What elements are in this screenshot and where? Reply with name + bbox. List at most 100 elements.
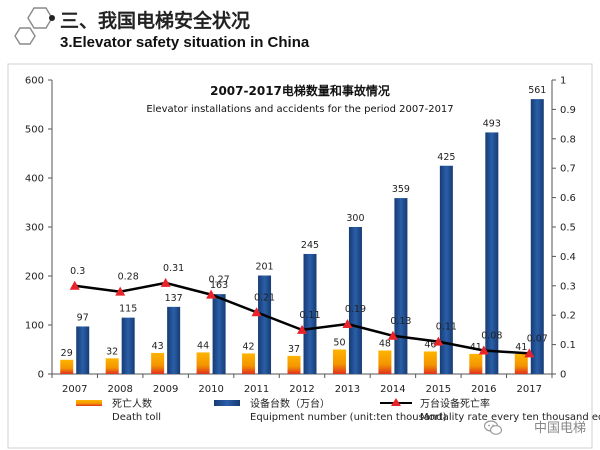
legend-label-mortality: 万台设备死亡率 [420,397,490,410]
y-tick-label-right: 0.6 [560,193,576,204]
death-toll-label: 42 [242,341,254,352]
x-tick-label: 2007 [62,384,87,395]
equipment-label: 300 [346,213,364,224]
death-toll-bar [423,351,437,374]
x-tick-label: 2010 [198,384,223,395]
death-toll-bar [151,352,165,374]
section-title: 三、我国电梯安全状况 [60,11,251,32]
mortality-label: 0.19 [345,304,366,315]
mortality-point [342,319,353,329]
equipment-label: 97 [77,312,89,323]
mortality-point [69,280,80,290]
death-toll-label: 44 [197,340,209,351]
mortality-point [478,345,489,355]
equipment-label: 561 [528,85,546,96]
mortality-point [160,277,171,287]
axes: 0 100 200 300 400 500 600 0 0.1 0.2 0.3 0.4 0.5 0.6 0.… [25,76,576,396]
y-tick-label-right: 0.4 [560,252,576,263]
mortality-label: 0.21 [254,292,275,303]
y-tick-label-left: 600 [25,76,44,87]
death-toll-bar [105,358,119,374]
equipment-bar [530,99,544,375]
mortality-label: 0.27 [209,275,230,286]
equipment-bar [348,227,362,374]
legend-label-equipment-en: Equipment number (unit:ten thousand) [250,412,447,423]
x-tick-label: 2009 [153,384,178,395]
chart-title: 2007-2017电梯数量和事故情况 [210,83,390,98]
equipment-label: 163 [210,280,228,291]
chart-subtitle: Elevator installations and accidents for… [146,104,453,115]
death-toll-bar [196,352,210,374]
equipment-label: 245 [301,240,319,251]
equipment-bar [212,294,226,374]
legend-swatch-mortality-marker [391,398,401,406]
legend-label-mortality-en: Mortality rate every ten thousand equipm… [420,412,600,423]
equipment-label: 201 [255,262,273,273]
mortality-label: 0.08 [481,330,502,341]
elevator-chart: 2007-2017电梯数量和事故情况 Elevator installation… [7,63,600,449]
y-tick-label-right: 0.3 [560,281,576,292]
death-toll-label: 43 [152,341,164,352]
legend-swatch-death-toll [76,400,102,406]
section-subtitle: 3.Elevator safety situation in China [60,34,310,51]
watermark: 中国电梯 [533,421,586,436]
equipment-label: 359 [392,184,410,195]
death-toll-bar [332,349,346,374]
y-tick-label-left: 200 [25,272,44,283]
y-tick-label-left: 300 [25,223,44,234]
mortality-label: 0.07 [527,333,548,344]
x-tick-label: 2017 [517,384,542,395]
legend-label-equipment: 设备台数（万台） [250,397,330,410]
equipment-bar [258,275,272,374]
legend-label-death-toll: 死亡人数 [112,397,152,410]
equipment-label: 137 [165,293,183,304]
mortality-point [297,324,307,334]
equipment-bar [167,306,181,374]
death-toll-bar [242,353,256,374]
death-toll-label: 37 [288,344,300,355]
x-tick-label: 2013 [335,384,360,395]
death-toll-bar [378,350,392,374]
hexagon-decoration-icon [14,7,55,45]
y-tick-label-right: 0.5 [560,223,576,234]
bars: 29 97 32 115 43 137 44 163 42 201 37 245 50 300 48 359 4… [60,85,546,375]
x-tick-label: 2012 [289,384,314,395]
y-tick-label-right: 0 [560,370,566,381]
equipment-bar [76,326,90,374]
wechat-icon [484,420,502,435]
y-tick-label-left: 100 [25,321,44,332]
equipment-bar [439,165,453,374]
equipment-bar [121,317,135,374]
y-tick-label-left: 0 [38,370,44,381]
y-tick-label-right: 0.1 [560,340,576,351]
legend-swatch-equipment [214,400,240,406]
mortality-point [115,286,126,296]
death-toll-bar [287,355,301,374]
legend-label-death-toll-en: Death toll [112,412,161,423]
page-header: 三、我国电梯安全状况 3.Elevator safety situation i… [0,0,600,58]
mortality-point [387,330,398,340]
mortality-line: 0.3 0.28 0.31 0.27 0.21 0.11 0.19 0.13 0.11 0.08 0… [69,263,548,358]
y-tick-label-left: 500 [25,125,44,136]
y-tick-label-right: 0.8 [560,134,576,145]
mortality-label: 0.11 [436,322,457,333]
x-tick-label: 2008 [107,384,132,395]
equipment-label: 425 [437,152,455,163]
y-tick-label-right: 0.9 [560,105,576,116]
death-toll-label: 29 [61,348,73,359]
x-tick-label: 2015 [426,384,451,395]
mortality-point [524,348,535,358]
y-tick-label-right: 1 [560,76,566,87]
x-tick-label: 2011 [244,384,269,395]
mortality-label: 0.28 [118,272,139,283]
death-toll-label: 50 [333,338,345,349]
equipment-bar [394,198,408,374]
mortality-label: 0.11 [299,310,320,321]
death-toll-bar [514,353,528,374]
death-toll-label: 41 [515,342,527,353]
death-toll-bar [469,353,483,374]
legend: 死亡人数 Death toll 设备台数（万台） Equipment number (… [76,397,600,423]
death-toll-label: 41 [470,342,482,353]
y-tick-label-right: 0.2 [560,311,576,322]
mortality-point [206,289,217,299]
